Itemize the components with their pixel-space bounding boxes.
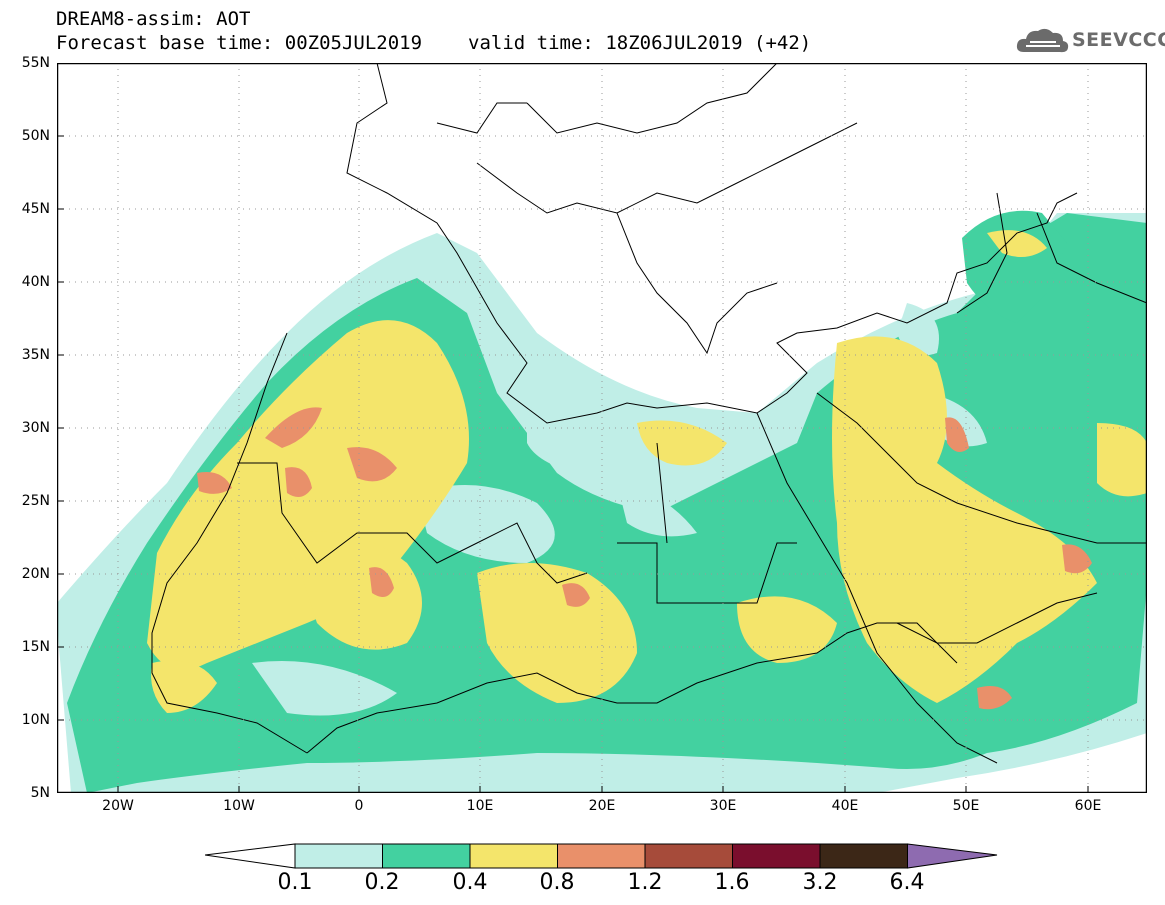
- colorbar-over-triangle: [907, 843, 998, 869]
- aot-contour-high: [147, 320, 469, 670]
- aot-contour-peak: [945, 417, 969, 452]
- aot-contour-peak: [347, 447, 397, 482]
- aot-contour-high: [637, 420, 727, 466]
- lat-label: 55N: [21, 55, 50, 71]
- map-subtitle: Forecast base time: 00Z05JUL2019 valid ti…: [56, 32, 811, 54]
- aot-contour-peak: [562, 583, 590, 607]
- colorbar-swatch: [819, 843, 908, 869]
- colorbar-label: 0.8: [539, 870, 575, 895]
- lat-label: 40N: [21, 274, 50, 290]
- aot-contour-high: [832, 336, 1097, 703]
- lat-label: 30N: [21, 420, 50, 436]
- aot-contour-low: [417, 485, 555, 563]
- lon-label: 0: [354, 798, 364, 814]
- lat-label: 35N: [21, 347, 50, 363]
- seevccc-logo: SEEVCCC: [1016, 24, 1165, 58]
- colorbar-label: 1.2: [627, 870, 663, 895]
- lat-label: 25N: [21, 493, 50, 509]
- aot-map: [57, 63, 1147, 793]
- lat-label: 20N: [21, 566, 50, 582]
- colorbar-label: 0.4: [452, 870, 488, 895]
- aot-contour-high: [1097, 423, 1147, 497]
- colorbar-under-triangle: [205, 843, 296, 869]
- aot-contour-high: [987, 230, 1047, 257]
- cloud-icon: [1016, 28, 1069, 53]
- aot-contour-high: [737, 596, 837, 663]
- colorbar: [205, 843, 998, 869]
- aot-contour-peak: [197, 472, 232, 494]
- lon-label: 10W: [223, 798, 255, 814]
- lat-label: 5N: [30, 785, 50, 801]
- lon-label: 10E: [466, 798, 494, 814]
- lat-label: 50N: [21, 128, 50, 144]
- aot-contour-low: [527, 421, 617, 473]
- aot-contour-peak: [265, 407, 322, 448]
- lon-label: 60E: [1074, 798, 1102, 814]
- valid-time: valid time: 18Z06JUL2019 (+42): [468, 32, 812, 54]
- aot-contour-high: [477, 563, 637, 703]
- aot-contour-peak: [977, 685, 1012, 710]
- colorbar-swatch: [294, 843, 383, 869]
- logo-text: SEEVCCC: [1072, 29, 1165, 51]
- colorbar-label: 3.2: [802, 870, 838, 895]
- colorbar-label: 0.1: [277, 870, 313, 895]
- aot-contour-high: [151, 660, 217, 713]
- colorbar-swatch: [732, 843, 821, 869]
- colorbar-label: 1.6: [714, 870, 750, 895]
- aot-contour-peak: [285, 467, 312, 497]
- lon-label: 50E: [952, 798, 980, 814]
- aot-contour-low: [897, 303, 939, 356]
- lon-label: 30E: [709, 798, 737, 814]
- lat-label: 15N: [21, 639, 50, 655]
- colorbar-swatch: [644, 843, 733, 869]
- aot-contour-mid: [962, 210, 1067, 323]
- map-title: DREAM8-assim: AOT: [56, 8, 251, 30]
- colorbar-label: 0.2: [364, 870, 400, 895]
- forecast-base-time: Forecast base time: 00Z05JUL2019: [56, 32, 423, 54]
- colorbar-swatch: [382, 843, 471, 869]
- colorbar-swatch: [557, 843, 646, 869]
- aot-contour-peak: [369, 567, 394, 597]
- colorbar-swatch: [469, 843, 558, 869]
- lat-label: 10N: [21, 712, 50, 728]
- aot-contour-low: [617, 483, 697, 537]
- aot-contour-peak: [1062, 544, 1092, 574]
- lon-label: 20W: [102, 798, 134, 814]
- aot-contour-low: [252, 661, 397, 716]
- lon-label: 20E: [588, 798, 616, 814]
- colorbar-label: 6.4: [889, 870, 925, 895]
- lat-label: 45N: [21, 201, 50, 217]
- lon-label: 40E: [831, 798, 859, 814]
